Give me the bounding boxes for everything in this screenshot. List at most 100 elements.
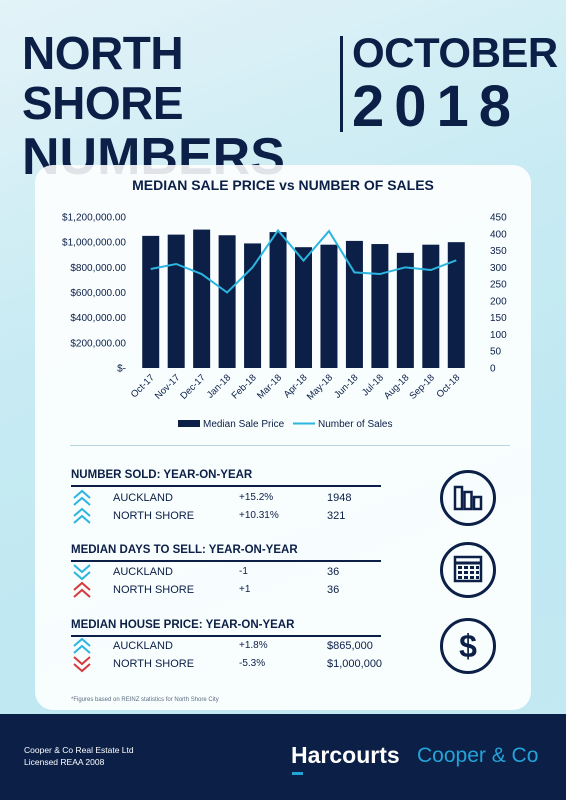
x-tick-label: Jun-18 [332, 372, 360, 400]
company-info: Cooper & Co Real Estate Ltd Licensed REA… [24, 744, 134, 768]
x-tick-label: Nov-17 [153, 372, 182, 401]
y-right-tick-label: 350 [490, 246, 507, 257]
bar-median-price [142, 235, 160, 368]
bar-median-price [218, 235, 236, 368]
y-right-tick-label: 300 [490, 263, 507, 274]
region-name: AUCKLAND [113, 640, 173, 652]
days-to-sell-title: MEDIAN DAYS TO SELL: YEAR-ON-YEAR [71, 544, 298, 556]
y-left-tick-label: $1,200,000.00 [62, 213, 126, 224]
number-sold-row-north-shore: NORTH SHORE +10.31% 321 [71, 507, 431, 525]
bar-median-price [396, 252, 414, 368]
region-name: AUCKLAND [113, 566, 173, 578]
x-tick-label: Oct-17 [129, 372, 157, 400]
combo-chart: $- $200,000.00 $400,000.00 $600,000.00 $800,… [62, 213, 507, 431]
y-right-tick-label: 0 [490, 364, 496, 375]
days-to-sell-row-auckland: AUCKLAND -1 36 [71, 563, 431, 581]
change-value: -1 [239, 566, 248, 577]
up-arrow-icon [73, 581, 91, 598]
x-tick-label: Dec-17 [178, 372, 207, 401]
y-left-tick-label: $400,000.00 [70, 313, 126, 324]
x-tick-label: Sep-18 [407, 372, 436, 401]
number-sold-rule [71, 485, 381, 487]
house-price-rule [71, 635, 381, 637]
y-right-tick-label: 150 [490, 313, 507, 324]
number-sold-title: NUMBER SOLD: YEAR-ON-YEAR [71, 469, 253, 481]
month-label: OCTOBER [352, 29, 558, 76]
x-tick-label: Feb-18 [230, 372, 259, 401]
change-value: +1.8% [239, 640, 268, 651]
x-tick-label: Mar-18 [255, 372, 284, 401]
y-left-tick-label: $1,000,000.00 [62, 238, 126, 249]
days-to-sell-row-north-shore: NORTH SHORE +1 36 [71, 581, 431, 599]
house-price-title: MEDIAN HOUSE PRICE: YEAR-ON-YEAR [71, 619, 295, 631]
bar-median-price [320, 244, 338, 368]
title-line-1: NORTH SHORE [22, 27, 184, 129]
company-name: Cooper & Co Real Estate Ltd [24, 745, 134, 755]
region-name: NORTH SHORE [113, 584, 195, 596]
bar-median-price [345, 240, 363, 368]
line-number-of-sales [150, 228, 457, 294]
y-left-tick-label: $600,000.00 [70, 288, 126, 299]
change-value: +15.2% [239, 492, 274, 503]
up-arrow-icon [73, 637, 91, 654]
bar-median-price [167, 234, 185, 368]
y-left-tick-label: $200,000.00 [70, 338, 126, 349]
bar-median-price [295, 247, 312, 368]
legend-label-median-price: Median Sale Price [203, 419, 285, 430]
y-left-tick-label: $800,000.00 [70, 263, 126, 274]
y-right-tick-label: 200 [490, 296, 507, 307]
title-divider [340, 36, 343, 132]
change-value: +10.31% [239, 510, 279, 521]
stats-card: MEDIAN SALE PRICE vs NUMBER OF SALES $- $… [35, 165, 531, 710]
date-block: OCTOBER 2018 [352, 28, 558, 136]
brand-underline [292, 772, 303, 775]
bar-median-price [269, 232, 287, 368]
up-arrow-icon [73, 507, 91, 524]
footnote: *Figures based on REINZ statistics for N… [71, 697, 219, 703]
year-label: 2018 [352, 74, 522, 139]
x-tick-label: Aug-18 [382, 372, 411, 401]
bar-median-price [244, 243, 262, 368]
bar-median-price [193, 229, 211, 368]
stat-value: 321 [327, 510, 346, 522]
header: NORTH SHORE NUMBERS OCTOBER 2018 [0, 0, 566, 186]
region-name: NORTH SHORE [113, 510, 195, 522]
title-block: NORTH SHORE NUMBERS [22, 28, 332, 186]
brand-logo-cooper: Cooper & Co [417, 744, 539, 767]
y-right-tick-label: 50 [490, 347, 502, 358]
stat-value: $1,000,000 [327, 658, 383, 670]
legend-swatch-bar [178, 420, 200, 427]
x-tick-label: Jan-18 [205, 372, 233, 400]
change-value: -5.3% [239, 658, 266, 669]
stat-value: $865,000 [327, 640, 373, 652]
footer: Cooper & Co Real Estate Ltd Licensed REA… [0, 714, 566, 800]
number-sold-row-auckland: AUCKLAND +15.2% 1948 [71, 489, 431, 507]
svg-text:$: $ [459, 628, 477, 664]
down-arrow-icon [73, 564, 91, 581]
y-right-tick-label: 250 [490, 280, 507, 291]
x-tick-label: May-18 [305, 372, 335, 402]
house-price-row-north-shore: NORTH SHORE -5.3% $1,000,000 [71, 655, 431, 673]
house-price-row-auckland: AUCKLAND +1.8% $865,000 [71, 637, 431, 655]
x-tick-label: Oct-18 [434, 372, 462, 400]
bar-median-price [447, 242, 465, 368]
stat-value: 1948 [327, 492, 352, 504]
y-right-tick-label: 400 [490, 229, 507, 240]
bar-chart-icon [440, 470, 496, 526]
calendar-icon [440, 542, 496, 598]
stat-value: 36 [327, 566, 340, 578]
section-divider [70, 445, 510, 446]
region-name: AUCKLAND [113, 492, 173, 504]
y-left-tick-label: $- [117, 364, 126, 375]
legend-label-number-of-sales: Number of Sales [318, 419, 392, 430]
chart-title: MEDIAN SALE PRICE vs NUMBER OF SALES [132, 177, 434, 193]
brand-logo-harcourts: Harcourts [291, 742, 400, 768]
region-name: NORTH SHORE [113, 658, 195, 670]
company-license: Licensed REAA 2008 [24, 757, 105, 767]
days-to-sell-rule [71, 560, 381, 562]
y-right-tick-label: 100 [490, 330, 507, 341]
change-value: +1 [239, 584, 251, 595]
down-arrow-icon [73, 656, 91, 673]
bar-median-price [371, 244, 389, 368]
y-right-tick-label: 450 [490, 213, 507, 224]
